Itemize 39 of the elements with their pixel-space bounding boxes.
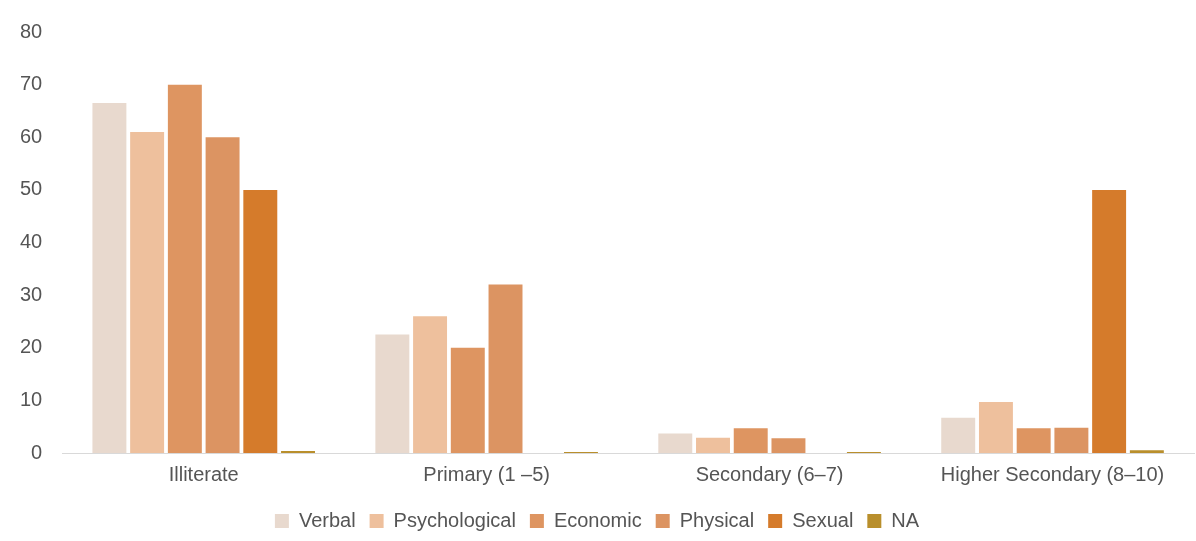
bar [941,417,976,453]
bar [1016,428,1051,453]
bar [205,137,240,453]
y-tick-label: 50 [20,177,43,200]
bar [243,189,278,453]
legend-label: Psychological [393,508,516,531]
bar [733,428,768,453]
bar [92,103,127,453]
x-tick-label: Primary (1 –5) [423,462,551,485]
bar [1129,450,1164,453]
bar [658,433,693,453]
y-tick-label: 80 [20,19,43,42]
y-tick-label: 0 [31,440,43,463]
x-tick-label: Secondary (6–7) [695,462,844,485]
y-tick-label: 70 [20,72,43,95]
bar [696,437,730,453]
legend-label: NA [891,508,920,531]
bar [771,438,806,453]
bar [281,450,315,453]
y-tick-label: 60 [20,124,43,147]
y-tick-label: 20 [20,335,43,358]
bar [1054,427,1089,453]
bar [450,347,485,453]
y-tick-label: 40 [20,230,43,253]
legend-label: Economic [553,508,642,531]
bar [130,131,165,453]
bar [978,401,1013,453]
bar [1092,189,1127,453]
legend-label: Physical [679,508,755,531]
legend-label: Verbal [298,508,356,531]
x-tick-label: Higher Secondary (8–10) [940,462,1165,485]
bar [488,284,523,453]
y-tick-label: 30 [20,282,43,305]
y-tick-label: 10 [20,387,43,410]
bar [413,316,448,453]
legend-label: Sexual [792,508,854,531]
bar [375,334,410,453]
x-tick-label: Illiterate [168,462,239,485]
bar [167,84,202,453]
